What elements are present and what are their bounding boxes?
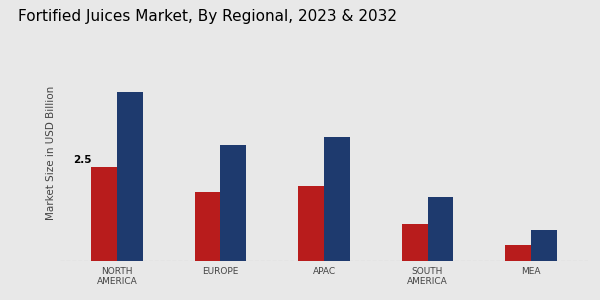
Text: 2.5: 2.5 xyxy=(73,155,92,165)
Bar xyxy=(505,245,531,261)
Bar xyxy=(428,197,454,261)
Bar xyxy=(194,192,220,261)
Bar xyxy=(531,230,557,261)
Bar xyxy=(91,167,117,261)
Bar xyxy=(117,92,143,261)
Bar xyxy=(401,224,428,261)
Y-axis label: Market Size in USD Billion: Market Size in USD Billion xyxy=(46,86,56,220)
Text: Fortified Juices Market, By Regional, 2023 & 2032: Fortified Juices Market, By Regional, 20… xyxy=(18,9,397,24)
Bar xyxy=(324,137,350,261)
Bar xyxy=(220,145,247,261)
Bar xyxy=(298,186,324,261)
